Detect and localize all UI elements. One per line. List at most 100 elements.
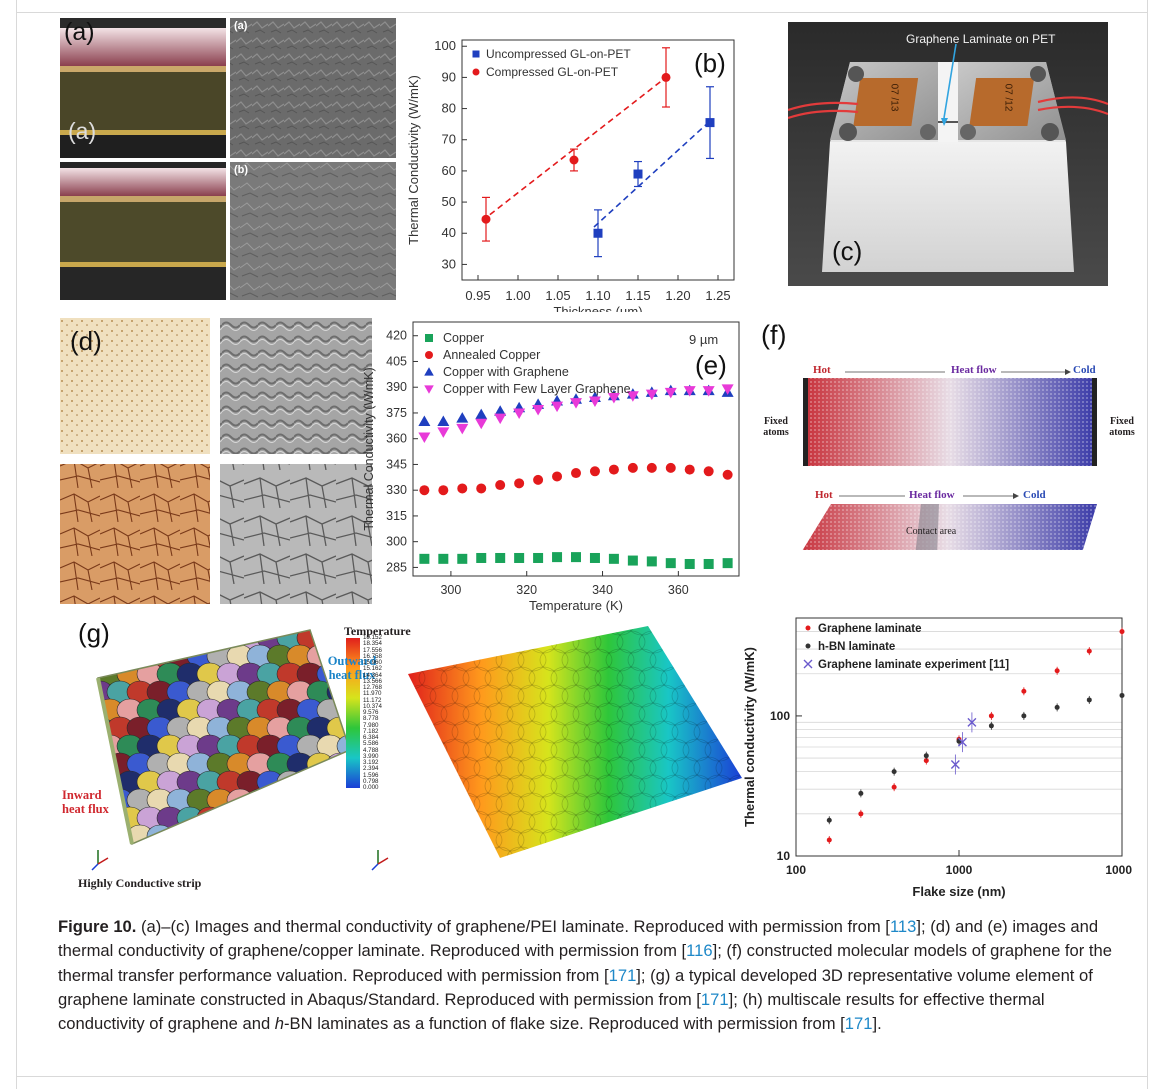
caption-text: ]; (d) and (e) images and thermal conduc… (58, 917, 1099, 961)
g-field-disc (408, 828, 437, 852)
g-flake-disc (226, 788, 254, 812)
g-flake-disc (316, 630, 344, 650)
chart-e-ytick-label: 345 (386, 457, 407, 471)
chart-h-point (891, 769, 897, 775)
chart-e-point (608, 553, 619, 564)
chart-h-point (988, 723, 994, 729)
g-field-disc (660, 738, 690, 762)
caption-ref[interactable]: 171 (608, 965, 637, 985)
g-field-disc (660, 630, 690, 654)
chart-b-fit-line (593, 120, 711, 228)
g-field-disc (561, 756, 591, 780)
chart-e-ytick-label: 360 (386, 432, 407, 446)
g-field-disc (539, 684, 569, 708)
panel-f-label: (f) (761, 320, 787, 350)
g-field-disc (506, 702, 536, 726)
g-strip: Highly Conductive strip (78, 876, 202, 890)
g-legend-values: 19.152 18.354 17.556 16.758 15.960 15.162 14.3… (363, 634, 399, 791)
g-legend-value: 11.172 (363, 696, 382, 704)
chart-b-point (569, 155, 579, 165)
chart-e-xtick-label: 360 (668, 583, 689, 597)
chart-e-point (513, 408, 526, 419)
g-flake-disc (256, 806, 284, 830)
g-field-disc (638, 702, 668, 726)
chart-b-point (661, 72, 671, 82)
caption-ref[interactable]: 171 (700, 989, 729, 1009)
chart-h-legend-marker (805, 625, 811, 631)
g-field-disc (495, 684, 525, 708)
chart-b-ylabel: Thermal Conductivity (W/mK) (406, 75, 421, 245)
g-legend-value: 15.162 (363, 665, 382, 673)
g-field-disc (583, 756, 613, 780)
g-field-disc (671, 626, 701, 636)
g-field-disc (539, 756, 569, 780)
chart-e-point (684, 558, 695, 569)
g-field-disc (660, 810, 690, 834)
chart-h-point (1021, 688, 1027, 694)
g-flake-disc (196, 630, 224, 650)
g-field-disc (539, 792, 569, 816)
chart-e-point (589, 552, 600, 563)
heater-text-1: 07 /13 (888, 83, 900, 112)
g-field-disc (408, 828, 415, 852)
panel-c-label: (c) (832, 236, 863, 266)
chart-h-legend-label: Graphene laminate experiment [11] (818, 659, 1009, 671)
g-field-disc (506, 738, 536, 762)
panel-a-inner-label: (a) (68, 118, 97, 144)
g-field-disc (484, 666, 514, 690)
chart-e-point (703, 466, 714, 477)
g-flake-disc (98, 734, 104, 758)
g-field-disc (693, 626, 723, 636)
caption-ref[interactable]: 116 (686, 941, 713, 961)
chart-e-ytick-label: 390 (386, 380, 407, 394)
g-flake-disc (166, 824, 194, 844)
g-legend-value: 17.556 (363, 646, 382, 654)
caption-ref[interactable]: 171 (844, 1014, 873, 1034)
g-field-disc (462, 846, 492, 858)
g-flake-disc (306, 824, 334, 844)
g-field-disc (473, 756, 503, 780)
g-legend-value: 11.970 (363, 690, 382, 698)
caption-ref[interactable]: 113 (889, 917, 917, 936)
g-field-disc (704, 666, 734, 690)
g-legend-value: 9.576 (363, 709, 379, 716)
chart-b-legend-marker (472, 50, 480, 58)
g-field-disc (704, 630, 734, 654)
f-bottom-flow: Heat flow (909, 489, 955, 501)
g-flake-disc (206, 824, 234, 844)
chart-e-point (627, 555, 638, 566)
g-field-disc (682, 846, 712, 858)
g-flake-disc (256, 770, 284, 794)
g-field-disc (627, 756, 657, 780)
g-field-disc (649, 720, 679, 744)
g-field-disc (616, 846, 646, 858)
g-flake-disc (326, 788, 350, 812)
chart-e-point (438, 485, 449, 496)
g-field-disc (616, 630, 646, 654)
g-field-disc (693, 684, 723, 708)
chart-b-ytick-label: 80 (442, 101, 456, 116)
g-field-disc (473, 792, 503, 816)
chart-b-ytick-label: 90 (442, 69, 456, 84)
caption-text: ]; (h) multiscale results for effective … (58, 989, 1045, 1034)
g-field-disc (704, 810, 734, 834)
chart-e-point (437, 415, 450, 427)
chart-e-point (702, 386, 715, 397)
chart-b-ytick-label: 70 (442, 132, 456, 147)
g-field-disc (550, 666, 580, 690)
g-field-disc (561, 648, 591, 672)
chart-e-xtick-label: 320 (516, 583, 537, 597)
chart-e-annotation: 9 µm (689, 332, 718, 347)
chart-b-legend-label: Compressed GL-on-PET (486, 65, 619, 79)
g-flake-disc (176, 806, 204, 830)
f-top-cold: Cold (1073, 364, 1096, 376)
chart-e-point (456, 412, 469, 423)
g-field-disc (616, 738, 646, 762)
chart-e-point (703, 558, 714, 569)
g-field-disc (408, 626, 437, 636)
chart-h-point (923, 753, 929, 759)
g-field-disc (682, 810, 712, 834)
g-flake-disc (316, 770, 344, 794)
g-flake-disc (136, 630, 164, 650)
g-field-disc (429, 792, 459, 816)
